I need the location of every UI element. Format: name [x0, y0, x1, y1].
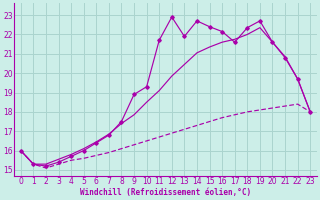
X-axis label: Windchill (Refroidissement éolien,°C): Windchill (Refroidissement éolien,°C): [80, 188, 251, 197]
